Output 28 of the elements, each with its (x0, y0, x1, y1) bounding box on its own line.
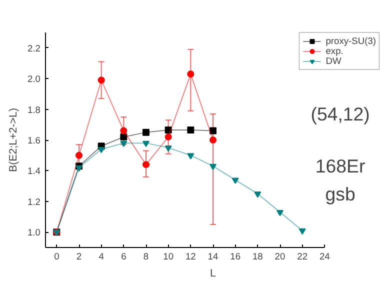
x-tick-label: 4 (98, 252, 104, 262)
y-tick-label: 1.8 (28, 104, 40, 115)
x-tick-label: 0 (54, 252, 60, 262)
y-tick-label: 1.4 (28, 166, 40, 176)
x-tick-label: 10 (163, 252, 174, 262)
x-tick-label: 14 (208, 252, 218, 262)
annotation: 168Er (315, 155, 366, 176)
x-tick-label: 20 (274, 252, 286, 262)
y-tick-label: 1.6 (28, 136, 40, 146)
legend-label: DW (326, 56, 342, 66)
y-axis-title: B(E2;L+2->L) (8, 108, 20, 172)
x-axis-title: L (210, 268, 216, 280)
x-tick-label: 8 (143, 252, 149, 262)
y-tick-label: 1.2 (28, 196, 40, 207)
x-tick-label: 12 (185, 252, 196, 262)
x-tick-label: 18 (252, 252, 263, 262)
x-tick-label: 6 (121, 252, 126, 262)
y-tick-label: 2.0 (28, 74, 40, 84)
legend-label: proxy-SU(3) (326, 36, 376, 46)
text: gsb (325, 183, 356, 204)
y-tick-label: 1.0 (28, 228, 40, 238)
x-tick-label: 16 (230, 252, 241, 262)
x-tick-label: 24 (319, 252, 330, 262)
legend-label: exp. (326, 46, 344, 56)
x-tick-label: 22 (297, 252, 308, 262)
annotation: (54,12) (310, 104, 370, 125)
y-tick-label: 2.2 (28, 43, 40, 54)
x-tick-label: 2 (76, 252, 82, 262)
